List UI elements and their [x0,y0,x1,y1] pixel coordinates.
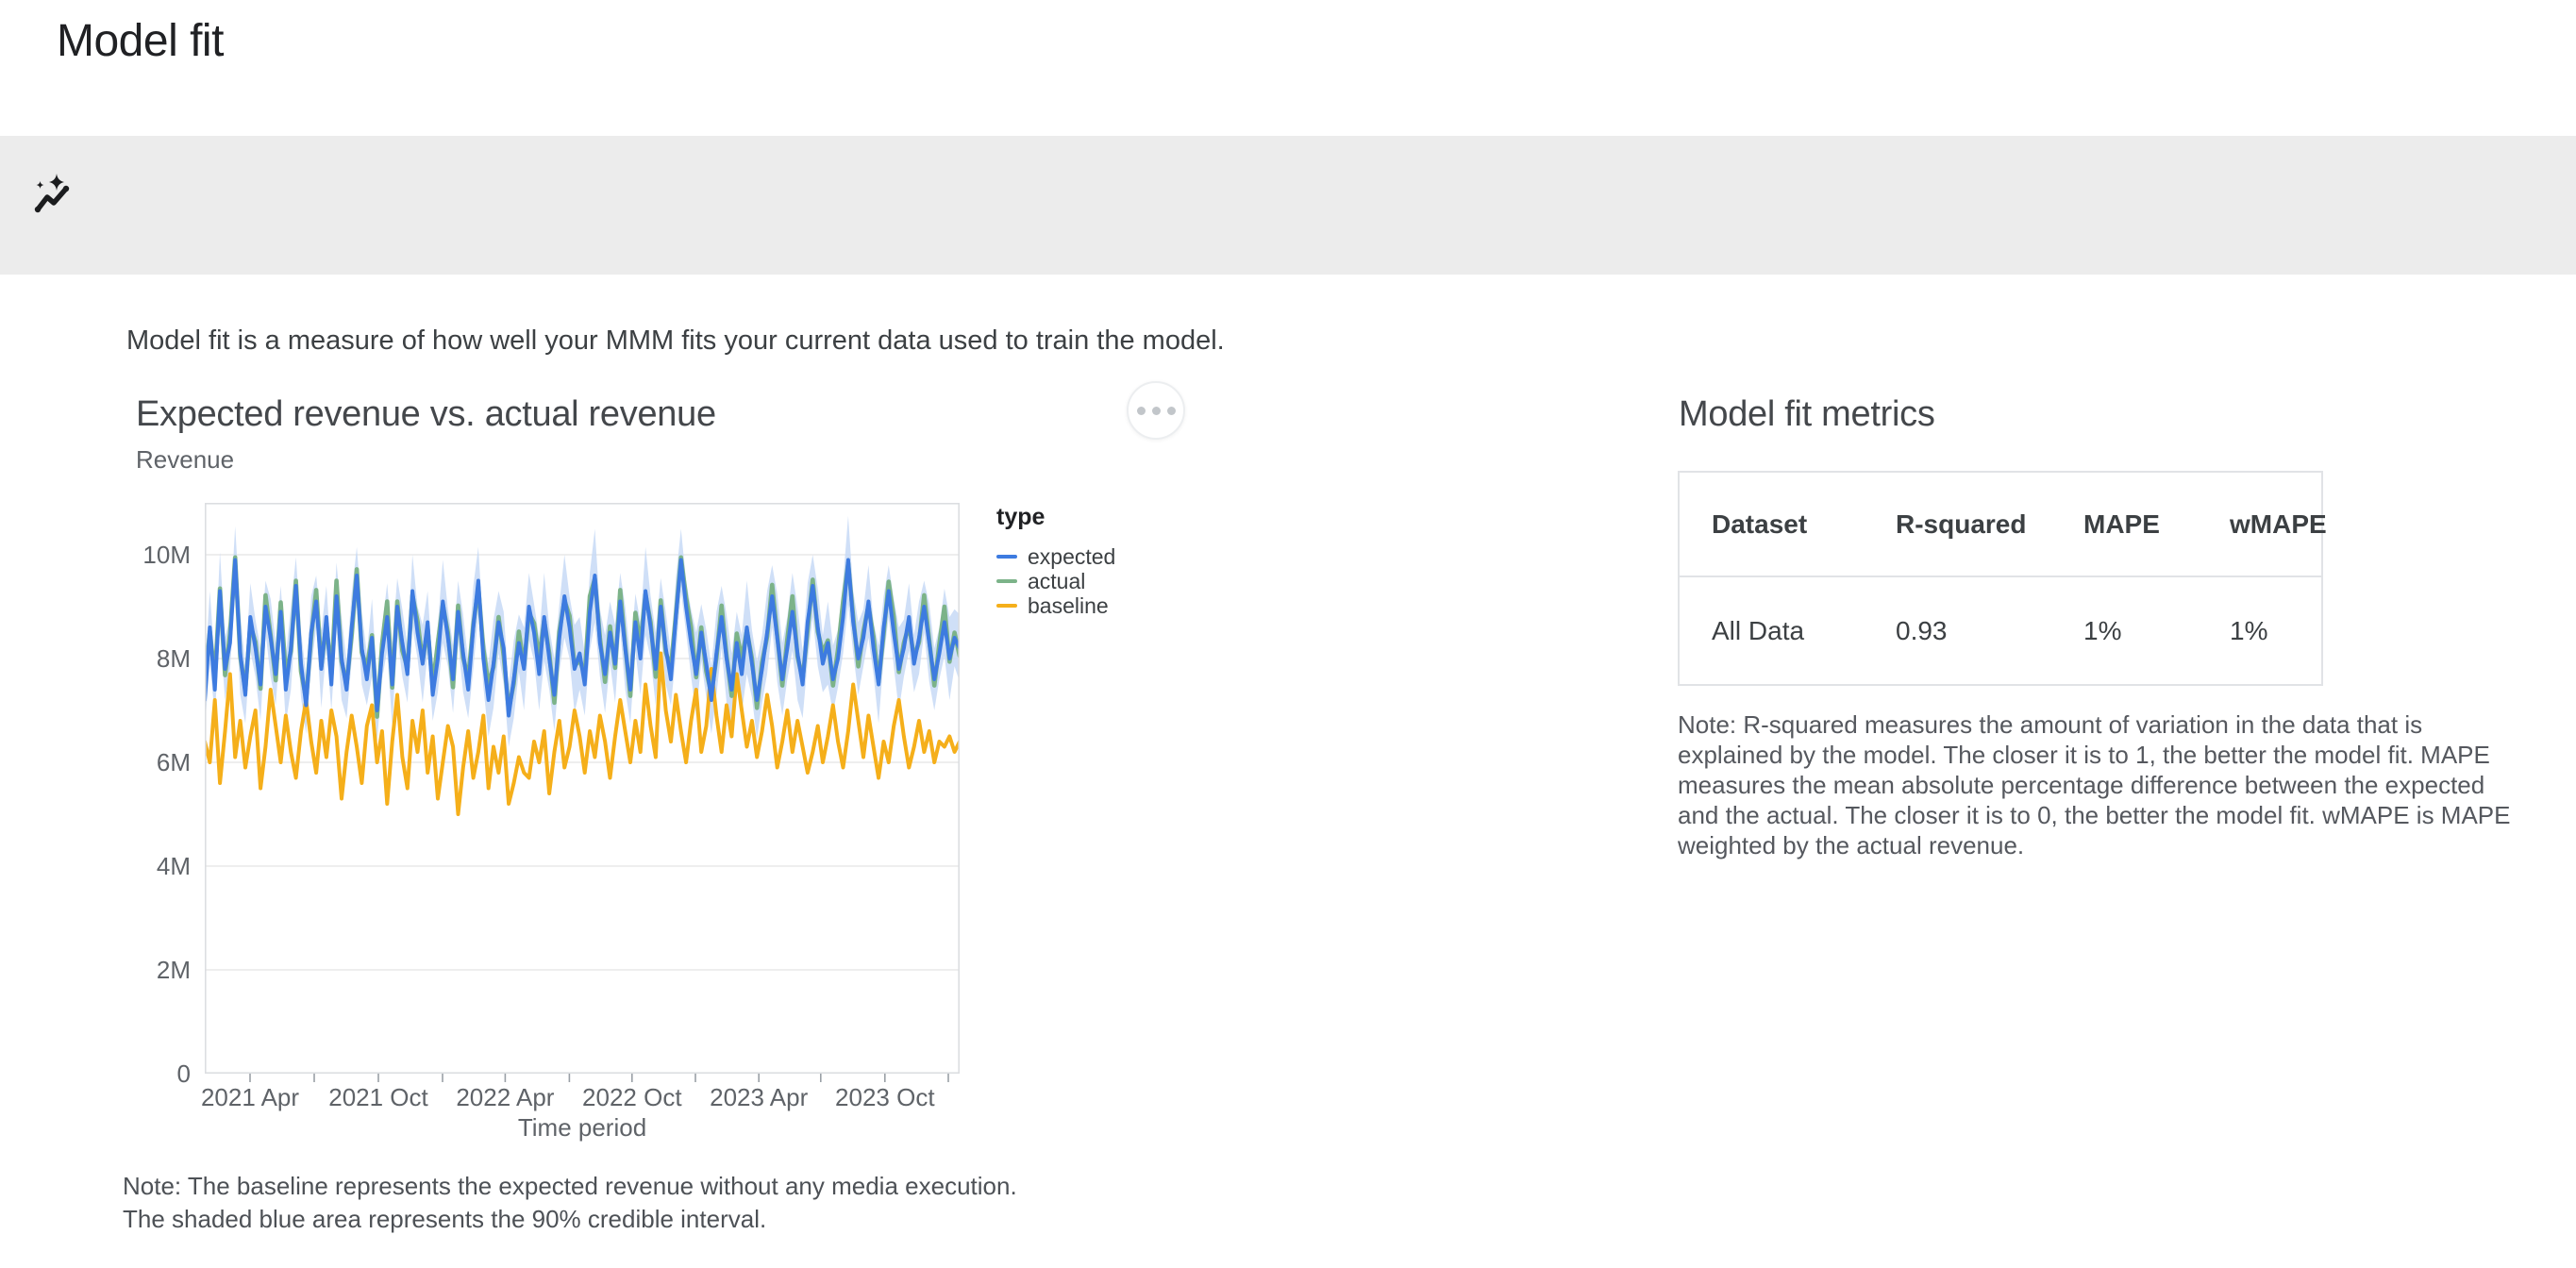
expected-line-swatch-icon [996,555,1017,559]
legend-item-expected: expected [996,544,1115,569]
x-tick-label: 2021 Apr [200,1083,300,1111]
more-options-ellipsis-icon [1151,406,1161,415]
x-axis-title: Time period [517,1113,647,1142]
metrics-note: Note: R-squared measures the amount of v… [1678,710,2511,859]
baseline-line-swatch-icon [996,604,1017,608]
more-options-ellipsis-icon [1166,406,1176,415]
y-tick-label: 10M [142,541,191,569]
chart-title: Expected revenue vs. actual revenue [136,394,716,434]
x-axis-tick-labels: 2021 Apr 2021 Oct 2022 Apr 2022 Oct 2023 Apr… [201,1083,960,1115]
info-banner: Model fit is a measure of how well your … [0,136,2576,356]
chart-y-axis-title: Revenue [136,445,235,474]
x-tick-label: 2022 Oct [582,1083,682,1111]
metrics-table-row: All Data 0.93 1% 1% [1680,577,2321,684]
y-axis-tick-labels: 0 2M 4M 6M 8M 10M [85,503,191,1088]
legend-item-baseline: baseline [996,593,1115,618]
page-title: Model fit [57,16,224,66]
dataset-value: All Data [1712,615,1805,645]
actual-line-swatch-icon [996,579,1017,583]
more-options-ellipsis-icon [1136,406,1146,415]
metrics-title: Model fit metrics [1679,394,1935,434]
col-header-rsquared: R-squared [1896,509,2027,539]
rsquared-value: 0.93 [1896,615,1948,645]
mape-value: 1% [2083,615,2122,645]
metrics-table: Dataset R-squared MAPE wMAPE All Data 0.… [1678,471,2327,686]
chart-legend: type expected actual baseline [996,504,1115,618]
col-header-mape: MAPE [2083,509,2160,539]
x-tick-label: 2023 Apr [710,1083,809,1111]
revenue-line-chart [205,503,960,1082]
x-tick-label: 2023 Oct [835,1083,935,1111]
insights-sparkline-icon [34,174,70,213]
y-tick-label: 0 [176,1059,191,1088]
x-tick-label: 2022 Apr [456,1083,555,1111]
y-tick-label: 6M [156,748,191,776]
chart-note: Note: The baseline represents the expect… [123,1172,1017,1233]
col-header-dataset: Dataset [1712,509,1808,539]
y-tick-label: 2M [156,956,191,984]
y-tick-label: 8M [156,644,191,673]
wmape-value: 1% [2230,615,2268,645]
chart-more-options-button[interactable] [1127,381,1185,440]
legend-item-actual: actual [996,569,1115,593]
col-header-wmape: wMAPE [2230,509,2327,539]
x-tick-label: 2021 Oct [328,1083,428,1111]
banner-text: Model fit is a measure of how well your … [126,325,1225,356]
y-tick-label: 4M [156,852,191,880]
legend-title: type [996,504,1045,530]
metrics-table-header-row: Dataset R-squared MAPE wMAPE [1680,473,2327,577]
